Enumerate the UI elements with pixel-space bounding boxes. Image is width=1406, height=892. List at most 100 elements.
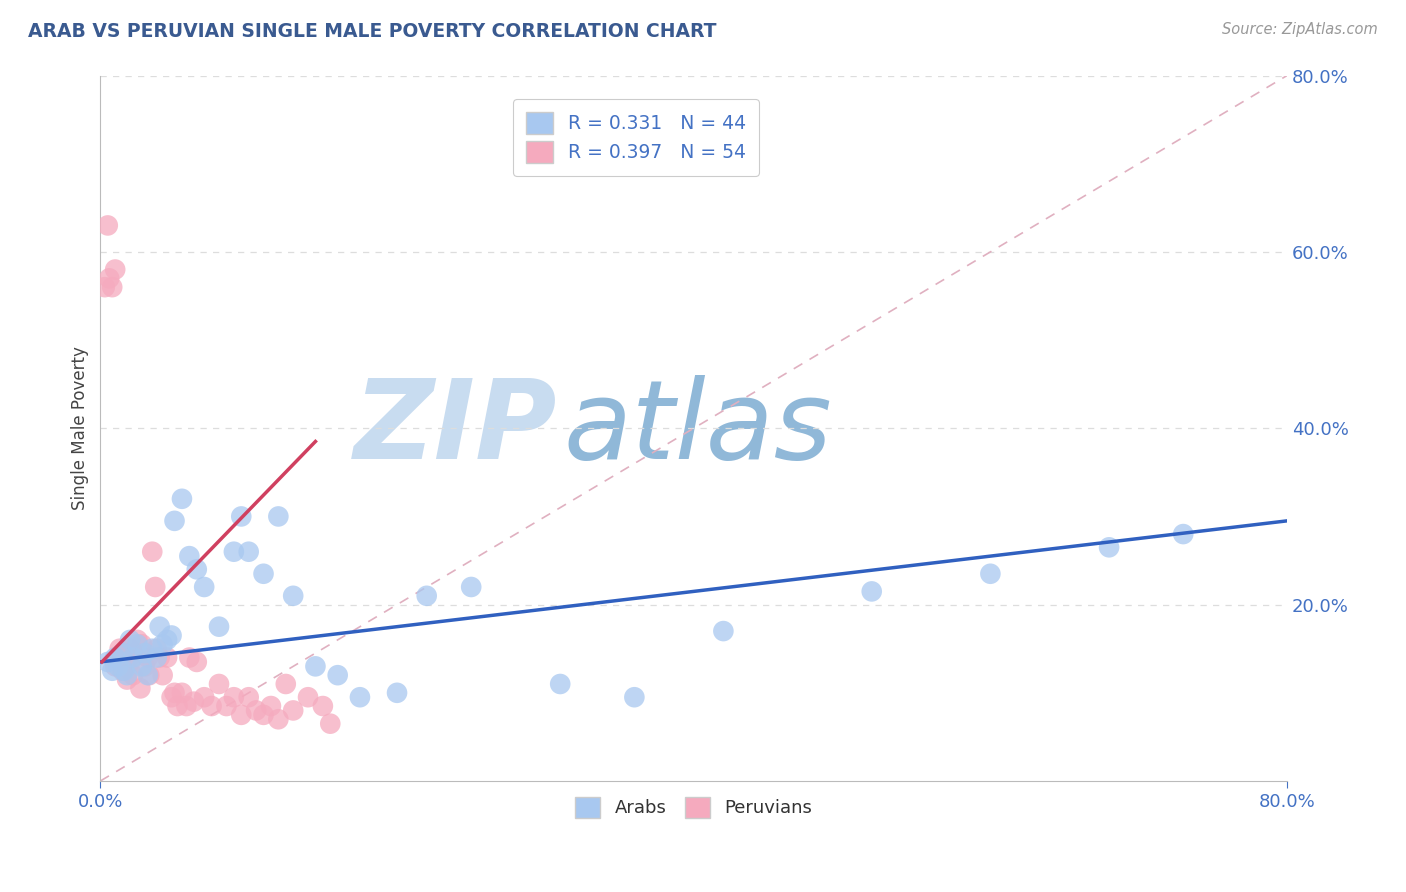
- Point: [117, 650, 139, 665]
- Point: [152, 668, 174, 682]
- Point: [238, 545, 260, 559]
- Point: [312, 699, 335, 714]
- Point: [115, 668, 138, 682]
- Point: [170, 491, 193, 506]
- Point: [143, 580, 166, 594]
- Point: [238, 690, 260, 705]
- Point: [112, 659, 135, 673]
- Point: [104, 262, 127, 277]
- Point: [319, 716, 342, 731]
- Point: [134, 659, 156, 673]
- Point: [179, 650, 201, 665]
- Point: [252, 707, 274, 722]
- Point: [183, 695, 205, 709]
- Point: [136, 668, 159, 682]
- Point: [110, 655, 132, 669]
- Point: [1173, 527, 1195, 541]
- Point: [170, 686, 193, 700]
- Point: [231, 707, 253, 722]
- Point: [149, 650, 172, 665]
- Point: [101, 664, 124, 678]
- Point: [160, 690, 183, 705]
- Point: [267, 509, 290, 524]
- Point: [104, 650, 127, 665]
- Point: [98, 271, 121, 285]
- Point: [297, 690, 319, 705]
- Point: [711, 624, 734, 638]
- Point: [127, 637, 149, 651]
- Point: [136, 650, 159, 665]
- Point: [163, 686, 186, 700]
- Point: [122, 650, 145, 665]
- Point: [1098, 541, 1121, 555]
- Point: [176, 699, 198, 714]
- Point: [118, 655, 141, 669]
- Point: [131, 659, 153, 673]
- Text: atlas: atlas: [564, 375, 832, 482]
- Point: [129, 681, 152, 696]
- Point: [260, 699, 283, 714]
- Legend: Arabs, Peruvians: Arabs, Peruvians: [568, 789, 820, 825]
- Point: [107, 650, 129, 665]
- Point: [127, 632, 149, 647]
- Point: [979, 566, 1001, 581]
- Point: [104, 659, 127, 673]
- Point: [145, 641, 167, 656]
- Point: [208, 677, 231, 691]
- Text: ARAB VS PERUVIAN SINGLE MALE POVERTY CORRELATION CHART: ARAB VS PERUVIAN SINGLE MALE POVERTY COR…: [28, 22, 717, 41]
- Point: [186, 562, 208, 576]
- Point: [623, 690, 645, 705]
- Point: [134, 646, 156, 660]
- Point: [97, 655, 120, 669]
- Point: [267, 712, 290, 726]
- Point: [152, 637, 174, 651]
- Point: [201, 699, 224, 714]
- Point: [107, 659, 129, 673]
- Point: [166, 699, 188, 714]
- Point: [141, 545, 163, 559]
- Point: [94, 280, 117, 294]
- Point: [179, 549, 201, 563]
- Point: [208, 620, 231, 634]
- Point: [160, 628, 183, 642]
- Text: Source: ZipAtlas.com: Source: ZipAtlas.com: [1222, 22, 1378, 37]
- Point: [283, 703, 305, 717]
- Point: [118, 632, 141, 647]
- Y-axis label: Single Male Poverty: Single Male Poverty: [72, 346, 89, 510]
- Point: [131, 637, 153, 651]
- Point: [193, 580, 215, 594]
- Point: [149, 620, 172, 634]
- Point: [222, 690, 245, 705]
- Point: [138, 668, 160, 682]
- Point: [108, 641, 131, 656]
- Point: [349, 690, 371, 705]
- Point: [115, 673, 138, 687]
- Point: [163, 514, 186, 528]
- Point: [215, 699, 238, 714]
- Point: [385, 686, 408, 700]
- Point: [326, 668, 349, 682]
- Point: [186, 655, 208, 669]
- Point: [145, 650, 167, 665]
- Point: [118, 641, 141, 656]
- Point: [111, 664, 134, 678]
- Point: [114, 646, 136, 660]
- Point: [252, 566, 274, 581]
- Point: [156, 650, 179, 665]
- Point: [274, 677, 297, 691]
- Point: [283, 589, 305, 603]
- Point: [193, 690, 215, 705]
- Point: [101, 280, 124, 294]
- Text: ZIP: ZIP: [354, 375, 557, 482]
- Point: [222, 545, 245, 559]
- Point: [141, 641, 163, 656]
- Point: [245, 703, 267, 717]
- Point: [304, 659, 326, 673]
- Point: [122, 668, 145, 682]
- Point: [124, 646, 146, 660]
- Point: [548, 677, 571, 691]
- Point: [112, 664, 135, 678]
- Point: [415, 589, 437, 603]
- Point: [111, 646, 134, 660]
- Point: [460, 580, 482, 594]
